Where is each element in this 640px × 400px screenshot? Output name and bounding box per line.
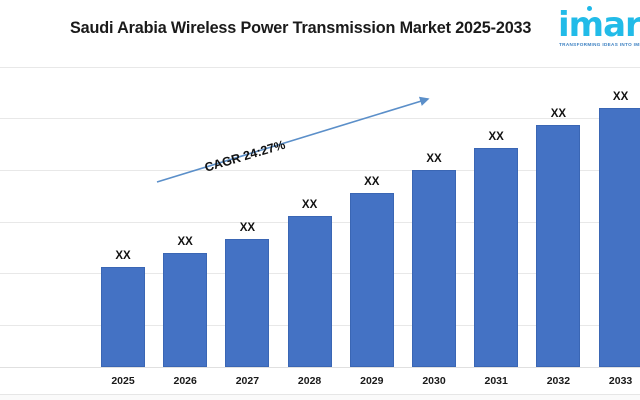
imarc-logo: imarc TRANSFORMING IDEAS INTO IMPACT: [556, 2, 640, 52]
logo-wordmark: imarc: [558, 5, 640, 45]
category-label-2026: 2026: [173, 375, 197, 387]
bar-value-label-2033: XX: [612, 90, 629, 103]
category-label-2032: 2032: [546, 375, 571, 387]
bar-2030[interactable]: [412, 170, 456, 367]
bar-2027[interactable]: [225, 238, 270, 367]
chart-header: Saudi Arabia Wireless Power Transmission…: [0, 0, 640, 56]
bar-2026[interactable]: [163, 253, 208, 367]
bar-value-label-2028: XX: [301, 198, 318, 211]
bar-value-label-2026: XX: [177, 236, 193, 248]
gridline: [0, 67, 640, 68]
bar-value-label-2032: XX: [550, 107, 567, 120]
bar-2031[interactable]: [474, 147, 519, 367]
bar-2032[interactable]: [536, 124, 581, 367]
plot-area: XX XX XX XX XX XX XX XX XX 2025 2026 2027 2028 2029 2…: [0, 56, 640, 400]
bar-value-label-2031: XX: [488, 130, 504, 143]
bar-value-label-2030: XX: [426, 153, 442, 166]
category-label-2029: 2029: [360, 375, 384, 387]
logo-tagline: TRANSFORMING IDEAS INTO IMPACT: [559, 42, 640, 47]
category-label-2031: 2031: [484, 375, 508, 387]
bar-value-label-2027: XX: [239, 221, 256, 234]
axis-baseline: [0, 367, 640, 368]
category-label-2030: 2030: [422, 375, 446, 387]
bar-2025[interactable]: [101, 267, 145, 367]
category-label-2027: 2027: [235, 375, 260, 387]
bar-value-label-2025: XX: [115, 250, 131, 263]
page-title: Saudi Arabia Wireless Power Transmission…: [70, 19, 532, 37]
category-label-2025: 2025: [111, 375, 135, 387]
bar-2029[interactable]: [349, 193, 394, 367]
bar-value-label-2029: XX: [364, 176, 380, 189]
category-label-2028: 2028: [297, 375, 322, 387]
footer-strip: [0, 394, 640, 400]
category-label-2033: 2033: [608, 375, 633, 387]
bar-2033[interactable]: [598, 107, 640, 367]
logo-dot-icon: [587, 6, 592, 11]
bar-2028[interactable]: [287, 215, 332, 367]
